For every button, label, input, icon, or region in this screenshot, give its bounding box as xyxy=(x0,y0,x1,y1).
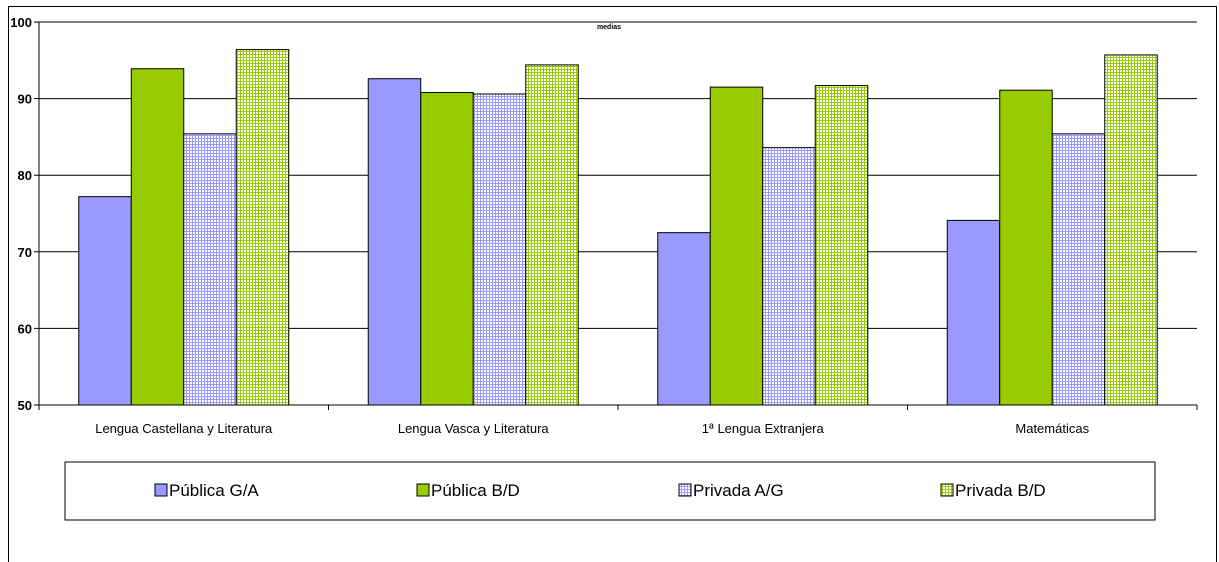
x-category-label: Matemáticas xyxy=(1015,421,1089,436)
bar-series-2-category-3 xyxy=(1051,133,1106,406)
legend-swatch xyxy=(678,483,692,497)
legend-swatch xyxy=(416,483,430,497)
y-tick-label: 80 xyxy=(18,168,32,183)
legend-label: Privada B/D xyxy=(955,481,1046,500)
y-tick-label: 90 xyxy=(18,92,32,107)
bar-series-1-category-1 xyxy=(420,91,474,406)
bar-series-3-category-2 xyxy=(814,85,869,406)
bar-series-0-category-3 xyxy=(946,219,1001,406)
bar-series-0-category-1 xyxy=(367,78,422,406)
legend-swatch xyxy=(154,483,168,497)
bar-series-2-category-1 xyxy=(472,93,527,406)
bar-series-3-category-1 xyxy=(525,64,579,406)
bar-series-3-category-0 xyxy=(235,49,290,406)
y-tick-label: 50 xyxy=(18,398,32,413)
y-tick-label: 100 xyxy=(10,15,32,30)
x-category-label: Lengua Vasca y Literatura xyxy=(398,421,550,436)
y-tick-label: 60 xyxy=(18,321,32,336)
bar-series-1-category-3 xyxy=(999,89,1053,406)
legend-label: Privada A/G xyxy=(693,481,784,500)
bars xyxy=(78,49,1158,406)
y-tick-labels: 50 60 70 80 90 100 xyxy=(10,15,32,413)
bar-series-1-category-0 xyxy=(130,68,185,406)
bar-series-2-category-2 xyxy=(762,147,816,406)
bar-series-0-category-0 xyxy=(78,196,132,406)
legend-label: Pública B/D xyxy=(431,481,520,500)
legend-swatch xyxy=(940,483,954,497)
y-tick-label: 70 xyxy=(18,245,32,260)
chart-title: medias xyxy=(597,24,621,31)
axes xyxy=(38,22,1198,410)
bar-series-0-category-2 xyxy=(657,232,711,406)
bar-series-2-category-0 xyxy=(183,133,237,406)
x-category-label: Lengua Castellana y Literatura xyxy=(95,421,273,436)
legend: Pública G/A Pública B/D Privada A/G Privada… xyxy=(64,461,1156,521)
legend-label: Pública G/A xyxy=(169,481,259,500)
bar-series-3-category-3 xyxy=(1104,54,1158,406)
bar-series-1-category-2 xyxy=(709,86,764,406)
legend-box xyxy=(64,461,1156,521)
x-category-labels: Lengua Castellana y Literatura Lengua Vas… xyxy=(95,421,1089,436)
x-category-label: 1ª Lengua Extranjera xyxy=(702,421,825,436)
